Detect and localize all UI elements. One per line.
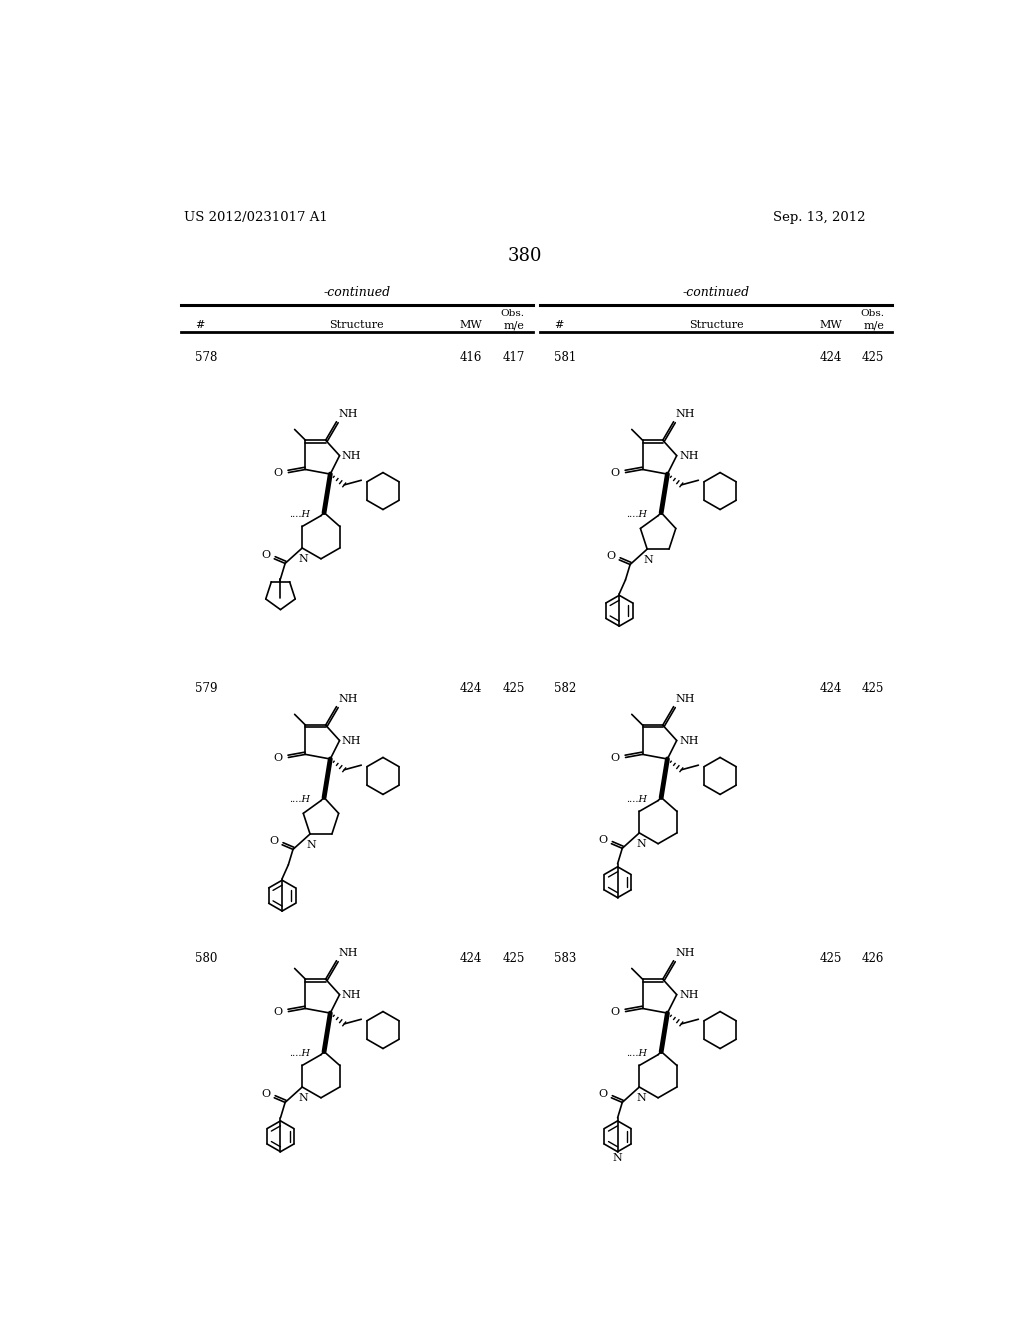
Text: O: O (261, 1089, 270, 1100)
Text: NH: NH (679, 735, 698, 746)
Text: 425: 425 (503, 682, 524, 696)
Text: NH: NH (676, 948, 695, 958)
Text: Structure: Structure (330, 321, 384, 330)
Text: 425: 425 (819, 952, 842, 965)
Text: 426: 426 (862, 952, 885, 965)
Text: NH: NH (342, 735, 361, 746)
Text: US 2012/0231017 A1: US 2012/0231017 A1 (183, 211, 328, 224)
Text: 417: 417 (503, 351, 524, 364)
Text: NH: NH (679, 450, 698, 461)
Text: NH: NH (342, 990, 361, 999)
Text: 580: 580 (195, 952, 217, 965)
Text: ....H: ....H (627, 795, 647, 804)
Text: 425: 425 (862, 351, 885, 364)
Text: O: O (273, 469, 283, 478)
Text: O: O (598, 834, 607, 845)
Text: #: # (195, 321, 204, 330)
Text: 579: 579 (195, 682, 217, 696)
Text: 424: 424 (819, 682, 842, 696)
Text: ....H: ....H (289, 510, 310, 519)
Text: N: N (644, 556, 653, 565)
Text: O: O (606, 550, 615, 561)
Text: MW: MW (819, 321, 842, 330)
Text: -continued: -continued (323, 285, 390, 298)
Text: O: O (273, 754, 283, 763)
Text: 425: 425 (862, 682, 885, 696)
Text: ....H: ....H (627, 510, 647, 519)
Text: O: O (273, 1007, 283, 1018)
Text: N: N (636, 840, 646, 849)
Text: ....H: ....H (289, 795, 310, 804)
Text: N: N (636, 1093, 646, 1104)
Text: NH: NH (339, 409, 358, 418)
Text: 424: 424 (819, 351, 842, 364)
Text: NH: NH (339, 948, 358, 958)
Text: 582: 582 (554, 682, 577, 696)
Text: 425: 425 (503, 952, 524, 965)
Text: Structure: Structure (689, 321, 743, 330)
Text: 583: 583 (554, 952, 577, 965)
Text: m/e: m/e (504, 321, 524, 330)
Text: ....H: ....H (289, 1048, 310, 1057)
Text: NH: NH (676, 409, 695, 418)
Text: N: N (299, 554, 308, 564)
Text: O: O (261, 550, 270, 560)
Text: O: O (598, 1089, 607, 1100)
Text: O: O (610, 1007, 620, 1018)
Text: 424: 424 (460, 682, 482, 696)
Text: Obs.: Obs. (860, 309, 885, 318)
Text: m/e: m/e (863, 321, 885, 330)
Text: ....H: ....H (627, 1048, 647, 1057)
Text: N: N (299, 1093, 308, 1104)
Text: NH: NH (679, 990, 698, 999)
Text: O: O (610, 469, 620, 478)
Text: 380: 380 (508, 247, 542, 265)
Text: MW: MW (460, 321, 482, 330)
Text: NH: NH (339, 693, 358, 704)
Text: Sep. 13, 2012: Sep. 13, 2012 (773, 211, 866, 224)
Text: N: N (307, 840, 316, 850)
Text: N: N (612, 1154, 623, 1163)
Text: -continued: -continued (683, 285, 750, 298)
Text: Obs.: Obs. (501, 309, 524, 318)
Text: O: O (610, 754, 620, 763)
Text: NH: NH (676, 693, 695, 704)
Text: 578: 578 (195, 351, 217, 364)
Text: 416: 416 (460, 351, 482, 364)
Text: NH: NH (342, 450, 361, 461)
Text: 424: 424 (460, 952, 482, 965)
Text: 581: 581 (554, 351, 577, 364)
Text: O: O (269, 836, 279, 846)
Text: #: # (554, 321, 563, 330)
